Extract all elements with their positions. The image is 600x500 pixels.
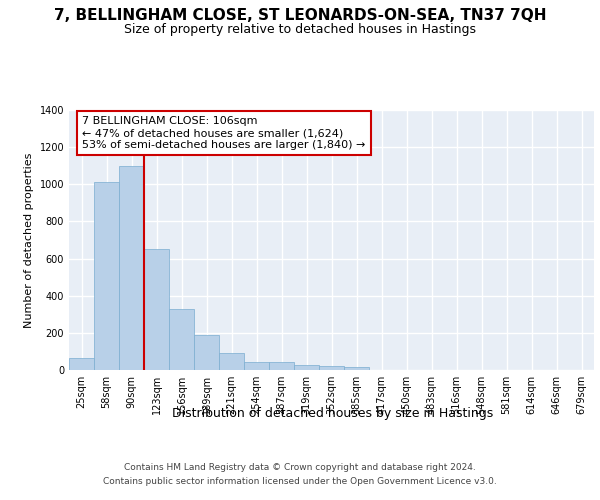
Bar	[344, 367, 369, 370]
Bar	[219, 354, 244, 370]
Bar	[169, 308, 194, 370]
Text: Size of property relative to detached houses in Hastings: Size of property relative to detached ho…	[124, 22, 476, 36]
Bar	[194, 334, 219, 370]
Bar	[294, 366, 319, 370]
Bar	[244, 362, 269, 370]
Bar	[119, 166, 144, 370]
Text: Contains public sector information licensed under the Open Government Licence v3: Contains public sector information licen…	[103, 478, 497, 486]
Text: Contains HM Land Registry data © Crown copyright and database right 2024.: Contains HM Land Registry data © Crown c…	[124, 462, 476, 471]
Y-axis label: Number of detached properties: Number of detached properties	[24, 152, 34, 328]
Bar	[94, 182, 119, 370]
Bar	[69, 358, 94, 370]
Bar	[269, 362, 294, 370]
Bar	[319, 366, 344, 370]
Bar	[144, 250, 169, 370]
Text: 7 BELLINGHAM CLOSE: 106sqm
← 47% of detached houses are smaller (1,624)
53% of s: 7 BELLINGHAM CLOSE: 106sqm ← 47% of deta…	[82, 116, 365, 150]
Text: Distribution of detached houses by size in Hastings: Distribution of detached houses by size …	[172, 408, 494, 420]
Text: 7, BELLINGHAM CLOSE, ST LEONARDS-ON-SEA, TN37 7QH: 7, BELLINGHAM CLOSE, ST LEONARDS-ON-SEA,…	[54, 8, 546, 22]
